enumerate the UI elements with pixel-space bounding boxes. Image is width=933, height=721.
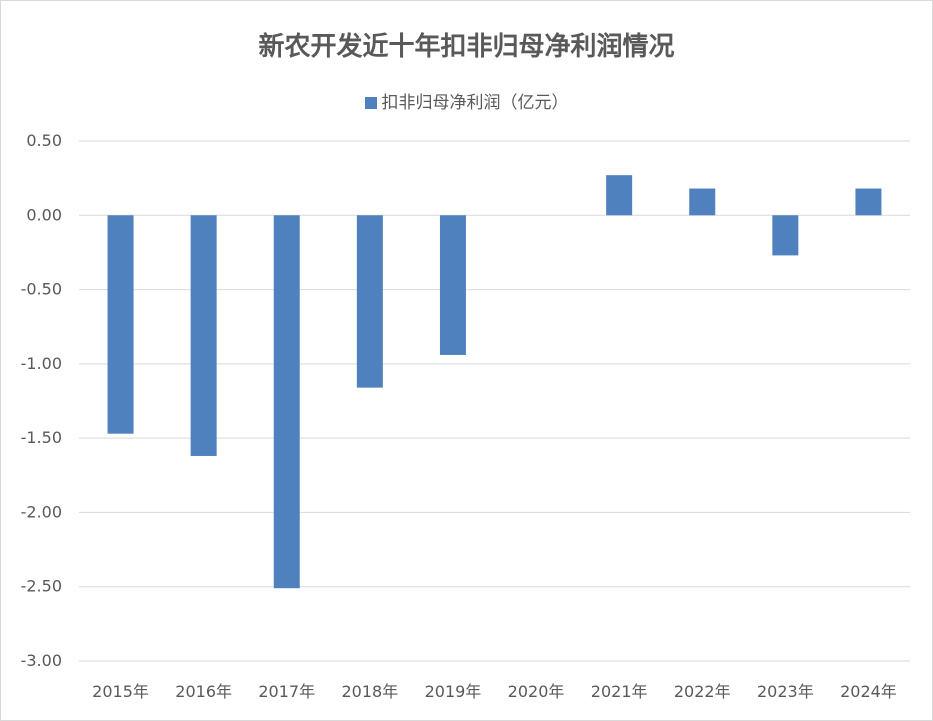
x-tick-label: 2016年	[175, 682, 232, 701]
y-tick-label: -1.00	[21, 354, 62, 373]
bar	[689, 188, 716, 216]
bar	[107, 215, 134, 434]
y-tick-label: -0.50	[21, 280, 62, 299]
bar	[273, 215, 300, 589]
y-tick-label: 0.50	[26, 131, 62, 150]
bar	[772, 215, 799, 256]
legend: 扣非归母净利润（亿元）	[0, 88, 933, 113]
x-tick-label: 2019年	[425, 682, 482, 701]
x-tick-label: 2021年	[591, 682, 648, 701]
x-tick-label: 2023年	[757, 682, 814, 701]
bar	[190, 215, 217, 456]
x-tick-label: 2020年	[508, 682, 565, 701]
bar	[439, 215, 466, 355]
legend-label: 扣非归母净利润（亿元）	[381, 93, 569, 113]
legend-swatch	[364, 97, 377, 109]
y-tick-label: -2.50	[21, 577, 62, 596]
x-tick-label: 2018年	[341, 682, 398, 701]
x-tick-label: 2015年	[92, 682, 149, 701]
bar	[855, 188, 882, 216]
chart-title: 新农开发近十年扣非归母净利润情况	[258, 32, 675, 62]
bar	[606, 175, 633, 216]
y-tick-label: -2.00	[21, 502, 62, 521]
x-tick-label: 2017年	[258, 682, 315, 701]
x-tick-label: 2022年	[674, 682, 731, 701]
x-tick-label: 2024年	[840, 682, 897, 701]
y-tick-label: -3.00	[21, 651, 62, 670]
y-tick-label: 0.00	[26, 205, 62, 224]
y-tick-label: -1.50	[21, 428, 62, 447]
bar	[356, 215, 383, 388]
